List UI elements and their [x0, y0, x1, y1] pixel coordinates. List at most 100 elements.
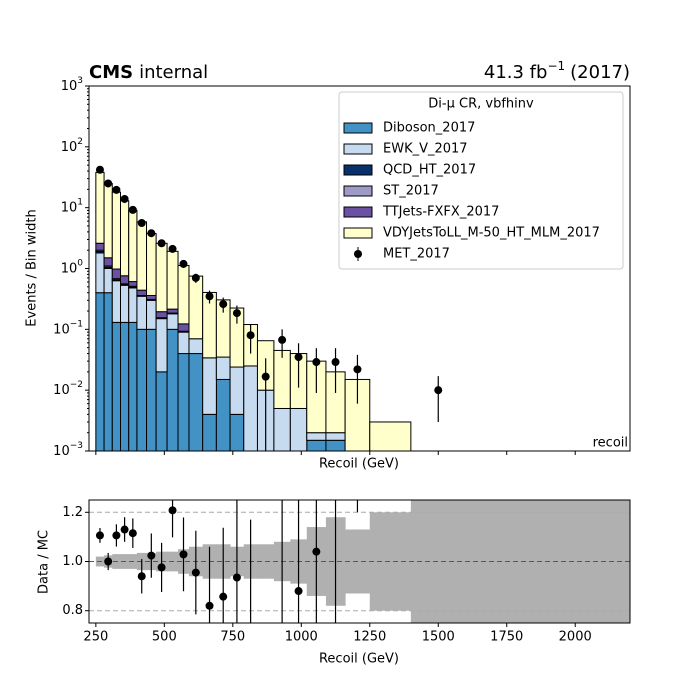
- data-point: [128, 529, 137, 538]
- stack-segment: [146, 294, 157, 300]
- data-point: [331, 358, 340, 367]
- data-point: [247, 639, 255, 647]
- data-point: [191, 273, 200, 282]
- annotation: recoil: [593, 436, 628, 451]
- axes-frame: [88, 85, 631, 452]
- stack-segment: [202, 413, 217, 451]
- stack-segment: [146, 328, 157, 451]
- stack-segment: [155, 318, 168, 373]
- stack-segment: [155, 371, 168, 451]
- stack-segment: [111, 280, 122, 323]
- data-point: [219, 592, 228, 601]
- stack-segment: [215, 356, 231, 380]
- stack-segment: [146, 233, 157, 296]
- data-point: [104, 557, 113, 566]
- legend-marker: [354, 250, 362, 258]
- y-tick-label: 100: [61, 258, 84, 276]
- y-tick-label: 10−1: [53, 319, 83, 337]
- legend-label: EWK_V_2017: [383, 142, 468, 157]
- axes-frame: [88, 499, 631, 624]
- legend-label: TTJets-FXFX_2017: [382, 205, 499, 220]
- data-point: [157, 239, 166, 248]
- lumi-exponent: −1: [547, 59, 565, 73]
- data-point: [219, 300, 228, 309]
- data-point: [179, 550, 188, 559]
- stack-segment: [128, 281, 138, 287]
- y-tick-label: 102: [61, 136, 83, 154]
- axes: 10−3 10−2 10−1 100 101 102 103 Di-μ CR, vbfhinv…: [53, 76, 631, 645]
- stack-segment: [120, 275, 130, 285]
- stack-segment: [369, 421, 412, 451]
- legend-swatch: [343, 206, 373, 218]
- stack-segment: [188, 353, 204, 451]
- stack-segment: [188, 275, 204, 340]
- data-point: [191, 568, 200, 577]
- stack-segment: [202, 357, 217, 415]
- header: CMS internal: [89, 62, 208, 83]
- data-point: [147, 551, 156, 560]
- y-tick-label: 103: [61, 76, 83, 94]
- stack-segment: [95, 171, 105, 244]
- data-point: [95, 165, 104, 174]
- legend-swatch: [343, 164, 373, 176]
- data-point: [232, 573, 241, 582]
- x-tick-label: 750: [220, 630, 245, 645]
- data-point: [128, 205, 137, 214]
- stack-segment: [128, 209, 138, 283]
- stack-segment: [243, 365, 258, 451]
- legend-label: Diboson_2017: [383, 121, 475, 136]
- stack-segment: [111, 191, 122, 270]
- data-point: [294, 587, 303, 596]
- data-point: [294, 353, 303, 362]
- data-point: [278, 335, 287, 344]
- y-tick-label: 1.2: [62, 505, 83, 520]
- stack-segment: [95, 292, 105, 451]
- stack-segment: [136, 295, 148, 330]
- data-point: [246, 331, 255, 340]
- data-point: [434, 386, 443, 395]
- stack-segment: [273, 407, 291, 451]
- stack-segment: [111, 268, 122, 280]
- stack-segment: [120, 321, 130, 451]
- lumi-header: 41.3 fb−1 (2017): [484, 59, 630, 84]
- data-point: [168, 244, 177, 253]
- stack-segment: [128, 321, 138, 451]
- stack-segment: [229, 366, 245, 415]
- data-point: [168, 506, 177, 515]
- stack-segment: [120, 284, 130, 323]
- x-tick-label: 1750: [490, 630, 523, 645]
- legend-label: MET_2017: [383, 247, 450, 262]
- legend-swatch: [343, 185, 373, 197]
- x-tick-label: 500: [152, 630, 177, 645]
- data-point: [120, 525, 129, 534]
- y-tick-label: 10−3: [53, 441, 83, 459]
- legend-swatch: [343, 227, 373, 239]
- y-tick-label: 1.0: [62, 554, 83, 569]
- data-point: [104, 179, 113, 188]
- y-axis-label: Events / Bin width: [25, 209, 40, 326]
- period: (2017): [570, 62, 630, 83]
- stack-segment: [177, 264, 190, 325]
- stack-segment: [146, 299, 157, 330]
- stack-segment: [229, 413, 245, 451]
- y-tick-label: 101: [61, 197, 83, 215]
- x-tick-label: 2000: [559, 630, 592, 645]
- data-point: [179, 259, 188, 268]
- x-tick-label: 1000: [285, 630, 318, 645]
- legend-label: QCD_HT_2017: [383, 163, 476, 178]
- data-point: [205, 601, 214, 610]
- stack-segment: [136, 289, 148, 296]
- legend-label: ST_2017: [383, 184, 439, 199]
- data-point: [157, 563, 166, 572]
- legend-label: VDYJetsToLL_M-50_HT_MLM_2017: [383, 226, 600, 241]
- stack-segment: [289, 407, 308, 451]
- legend-swatch: [343, 143, 373, 155]
- stack-segment: [166, 313, 179, 330]
- stack-segment: [177, 331, 190, 355]
- experiment: CMS: [89, 62, 133, 83]
- stack-segment: [103, 268, 113, 294]
- x-tick-label: 250: [83, 630, 108, 645]
- stack-segment: [155, 311, 168, 319]
- stack-segment: [111, 321, 122, 451]
- stack-segment: [177, 323, 190, 332]
